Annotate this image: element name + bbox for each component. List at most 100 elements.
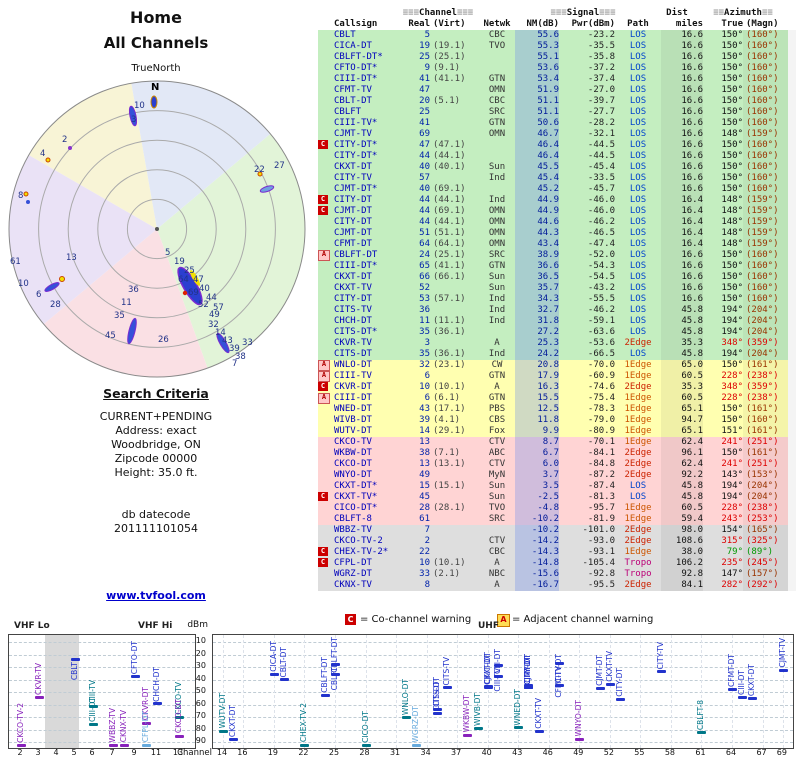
channel-virtual-cell: (17.1) (433, 404, 466, 414)
signal-nm-cell: -10.2 (515, 525, 559, 536)
network-cell: CBC (488, 30, 506, 40)
callsign-cell: CICA-DT (334, 41, 372, 51)
channel-tick-label: 58 (664, 748, 675, 757)
station-label: CJMT-DT (482, 653, 492, 685)
signal-path-cell: LOS (629, 107, 647, 117)
station-marker (131, 675, 140, 678)
signal-path-cell: LOS (629, 30, 647, 40)
signal-path-cell: 1Edge (624, 371, 652, 381)
distance-cell: 45.8 (661, 316, 703, 327)
azimuth-true-cell: 150° (721, 294, 743, 304)
azimuth-true-cell: 150° (721, 140, 743, 150)
channel-virtual-cell: (36.1) (433, 349, 466, 359)
network-cell: A (494, 382, 500, 392)
distance-cell: 62.4 (661, 459, 703, 470)
azimuth-magn-cell: (161°) (743, 360, 796, 371)
dbm-gridline (9, 692, 195, 693)
station-marker (554, 662, 564, 666)
distance-cell: 16.6 (661, 74, 703, 85)
page-subtitle: All Channels (103, 34, 209, 52)
network-cell (479, 327, 515, 338)
warning-flag-cell (318, 96, 332, 107)
azimuth-true-cell: 348° (721, 338, 743, 348)
radar-channel-label: 28 (50, 300, 61, 310)
azimuth-magn-cell: (159°) (743, 195, 796, 206)
signal-nm-cell: 11.8 (515, 415, 559, 426)
radar-channel-label: 5 (165, 248, 170, 258)
signal-power-cell: -87.4 (587, 481, 615, 491)
channel-real-cell: 24 (419, 250, 430, 260)
dbm-gridline (213, 679, 793, 681)
channel-virtual-cell (430, 129, 479, 140)
warning-flag-cell (318, 85, 332, 96)
table-column-header: Callsign Real (Virt) Netwk NM(dB) Pwr(dB… (318, 19, 788, 30)
network-cell: Fox (488, 426, 506, 436)
warning-flag-cell (318, 30, 332, 41)
distance-cell: 16.6 (661, 96, 703, 107)
azimuth-true-cell: 148° (721, 195, 743, 205)
azimuth-true-cell: 282° (721, 580, 743, 590)
tvfool-link[interactable]: www.tvfool.com (106, 589, 206, 602)
signal-nm-cell: 9.9 (515, 426, 559, 437)
signal-nm-cell: 55.3 (515, 41, 559, 52)
azimuth-true-cell: 150° (721, 41, 743, 51)
azimuth-true-cell: 150° (721, 184, 743, 194)
signal-path-cell: 1Edge (624, 514, 652, 524)
channel-gridline (365, 635, 367, 748)
network-cell: Ind (488, 294, 506, 304)
warning-flag-cell (318, 514, 332, 525)
azimuth-magn-cell: (325°) (743, 536, 796, 547)
channel-real-cell: 44 (419, 217, 430, 227)
azimuth-magn-cell: (359°) (743, 338, 796, 349)
callsign-cell: WKBW-DT (334, 448, 372, 458)
co-channel-legend-icon: C (345, 614, 356, 625)
azimuth-magn-cell: (160°) (743, 173, 796, 184)
radar-ring (8, 80, 306, 378)
channel-tick-label: 64 (725, 748, 737, 757)
distance-cell: 16.6 (661, 107, 703, 118)
netwk-header: Netwk (483, 19, 511, 29)
signal-path-cell: LOS (629, 195, 647, 205)
table-row: CKNX-TV 8 A -16.7 -95.5 2Edge 84.1 282° (292°) (318, 580, 796, 591)
channel-virtual-cell: (10.1) (433, 382, 466, 392)
channel-real-cell: 69 (419, 129, 430, 139)
channel-virtual-cell: (4.1) (433, 415, 461, 425)
channel-real-cell: 41 (419, 118, 430, 128)
table-row: WGRZ-DT 33 (2.1) NBC -15.6 -92.8 Tropo 92.8 147°… (318, 569, 796, 580)
network-cell: Sun (488, 272, 506, 282)
channel-tick-label: 34 (420, 748, 431, 757)
signal-nm-cell: 46.7 (515, 129, 559, 140)
channel-real-cell: 13 (419, 459, 430, 469)
warning-flag-cell (318, 426, 332, 437)
callsign-cell: CBLT (334, 30, 356, 40)
network-cell (479, 63, 515, 74)
table-row: CITS-TV 36 Ind 32.7 -46.2 LOS 45.8 194° (204°) (318, 305, 796, 316)
azimuth-magn-cell: (204°) (743, 305, 796, 316)
toronto-cluster-dot (182, 290, 188, 296)
channel-gridline (640, 635, 642, 748)
station-marker (153, 702, 162, 706)
azimuth-group-header: ≡≡Azimuth≡≡ (713, 8, 773, 18)
channel-gridline (701, 635, 703, 748)
azimuth-true-cell: 148° (721, 129, 743, 139)
radar-channel-label: 11 (121, 298, 132, 308)
radar-channel-label: 27 (274, 161, 285, 171)
channel-virtual-cell (430, 371, 479, 382)
distance-cell: 16.4 (661, 206, 703, 217)
network-cell: GTN (488, 261, 506, 271)
radar-channel-label: 47 (193, 275, 204, 285)
signal-nm-cell: 15.5 (515, 393, 559, 404)
station-label: CIII-DT (88, 696, 97, 722)
signal-power-cell: -80.9 (587, 426, 615, 436)
warning-flag-cell: C (318, 382, 332, 393)
station-label: CITY-DT (615, 668, 625, 697)
dbm-gridline (9, 742, 195, 743)
callsign-cell: CITY-DT* (334, 140, 378, 150)
network-cell: A (494, 580, 500, 590)
callsign-cell: CHEX-TV-2* (334, 547, 389, 557)
channel-tick-label: 25 (328, 748, 340, 757)
signal-power-cell: -37.2 (587, 63, 615, 73)
callsign-cell: CIII-TV* (334, 118, 378, 128)
callsign-cell: CBLFT-DT (334, 250, 378, 260)
signal-path-cell: LOS (629, 63, 647, 73)
